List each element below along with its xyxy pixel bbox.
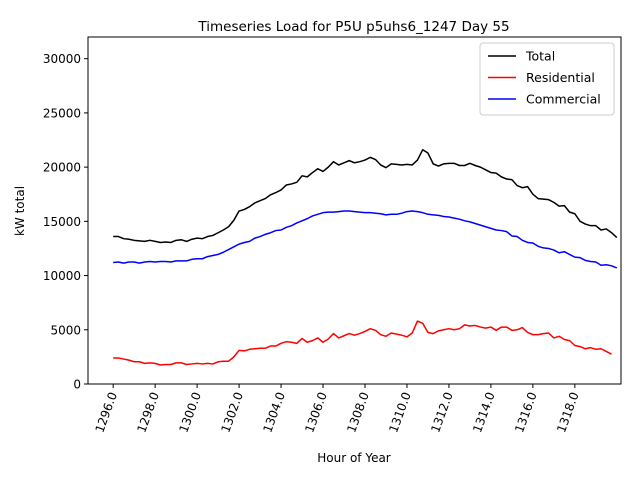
y-tick-label: 5000 bbox=[50, 323, 81, 337]
y-tick-label: 0 bbox=[73, 378, 81, 392]
x-tick-label: 1310.0 bbox=[386, 390, 414, 434]
chart-title: Timeseries Load for P5U p5uhs6_1247 Day … bbox=[197, 19, 509, 35]
legend-label-commercial: Commercial bbox=[526, 92, 601, 107]
series-layer bbox=[113, 149, 618, 366]
y-axis-label: kW total bbox=[13, 186, 27, 236]
x-tick-label: 1298.0 bbox=[134, 390, 162, 434]
x-tick-label: 1304.0 bbox=[260, 390, 288, 434]
series-line-commercial bbox=[113, 210, 618, 269]
x-tick-label: 1300.0 bbox=[176, 390, 204, 434]
y-tick-label: 15000 bbox=[43, 215, 81, 229]
legend-label-residential: Residential bbox=[526, 70, 595, 85]
series-line-residential bbox=[113, 320, 612, 366]
x-axis: 1296.0 1298.0 1300.0 1302.0 1304.0 1306.0 1308… bbox=[92, 384, 582, 434]
x-tick-label: 1308.0 bbox=[344, 390, 372, 434]
legend-box bbox=[479, 42, 615, 116]
y-axis: 0 5000 10000 15000 20000 25000 30000 bbox=[43, 52, 88, 392]
x-tick-label: 1302.0 bbox=[218, 390, 246, 434]
y-tick-label: 30000 bbox=[43, 52, 81, 66]
y-tick-label: 20000 bbox=[43, 161, 81, 175]
x-tick-label: 1312.0 bbox=[428, 390, 456, 434]
legend: Total Residential Commercial bbox=[479, 42, 615, 116]
x-tick-label: 1318.0 bbox=[554, 390, 582, 434]
x-tick-label: 1314.0 bbox=[470, 390, 498, 434]
x-tick-label: 1306.0 bbox=[302, 390, 330, 434]
x-tick-label: 1316.0 bbox=[512, 390, 540, 434]
y-tick-label: 25000 bbox=[43, 106, 81, 120]
x-tick-label: 1296.0 bbox=[92, 390, 120, 434]
y-tick-label: 10000 bbox=[43, 269, 81, 283]
series-line-total bbox=[113, 149, 618, 244]
plot-area bbox=[87, 36, 622, 385]
legend-label-total: Total bbox=[525, 49, 555, 64]
x-axis-label: Hour of Year bbox=[317, 451, 391, 465]
